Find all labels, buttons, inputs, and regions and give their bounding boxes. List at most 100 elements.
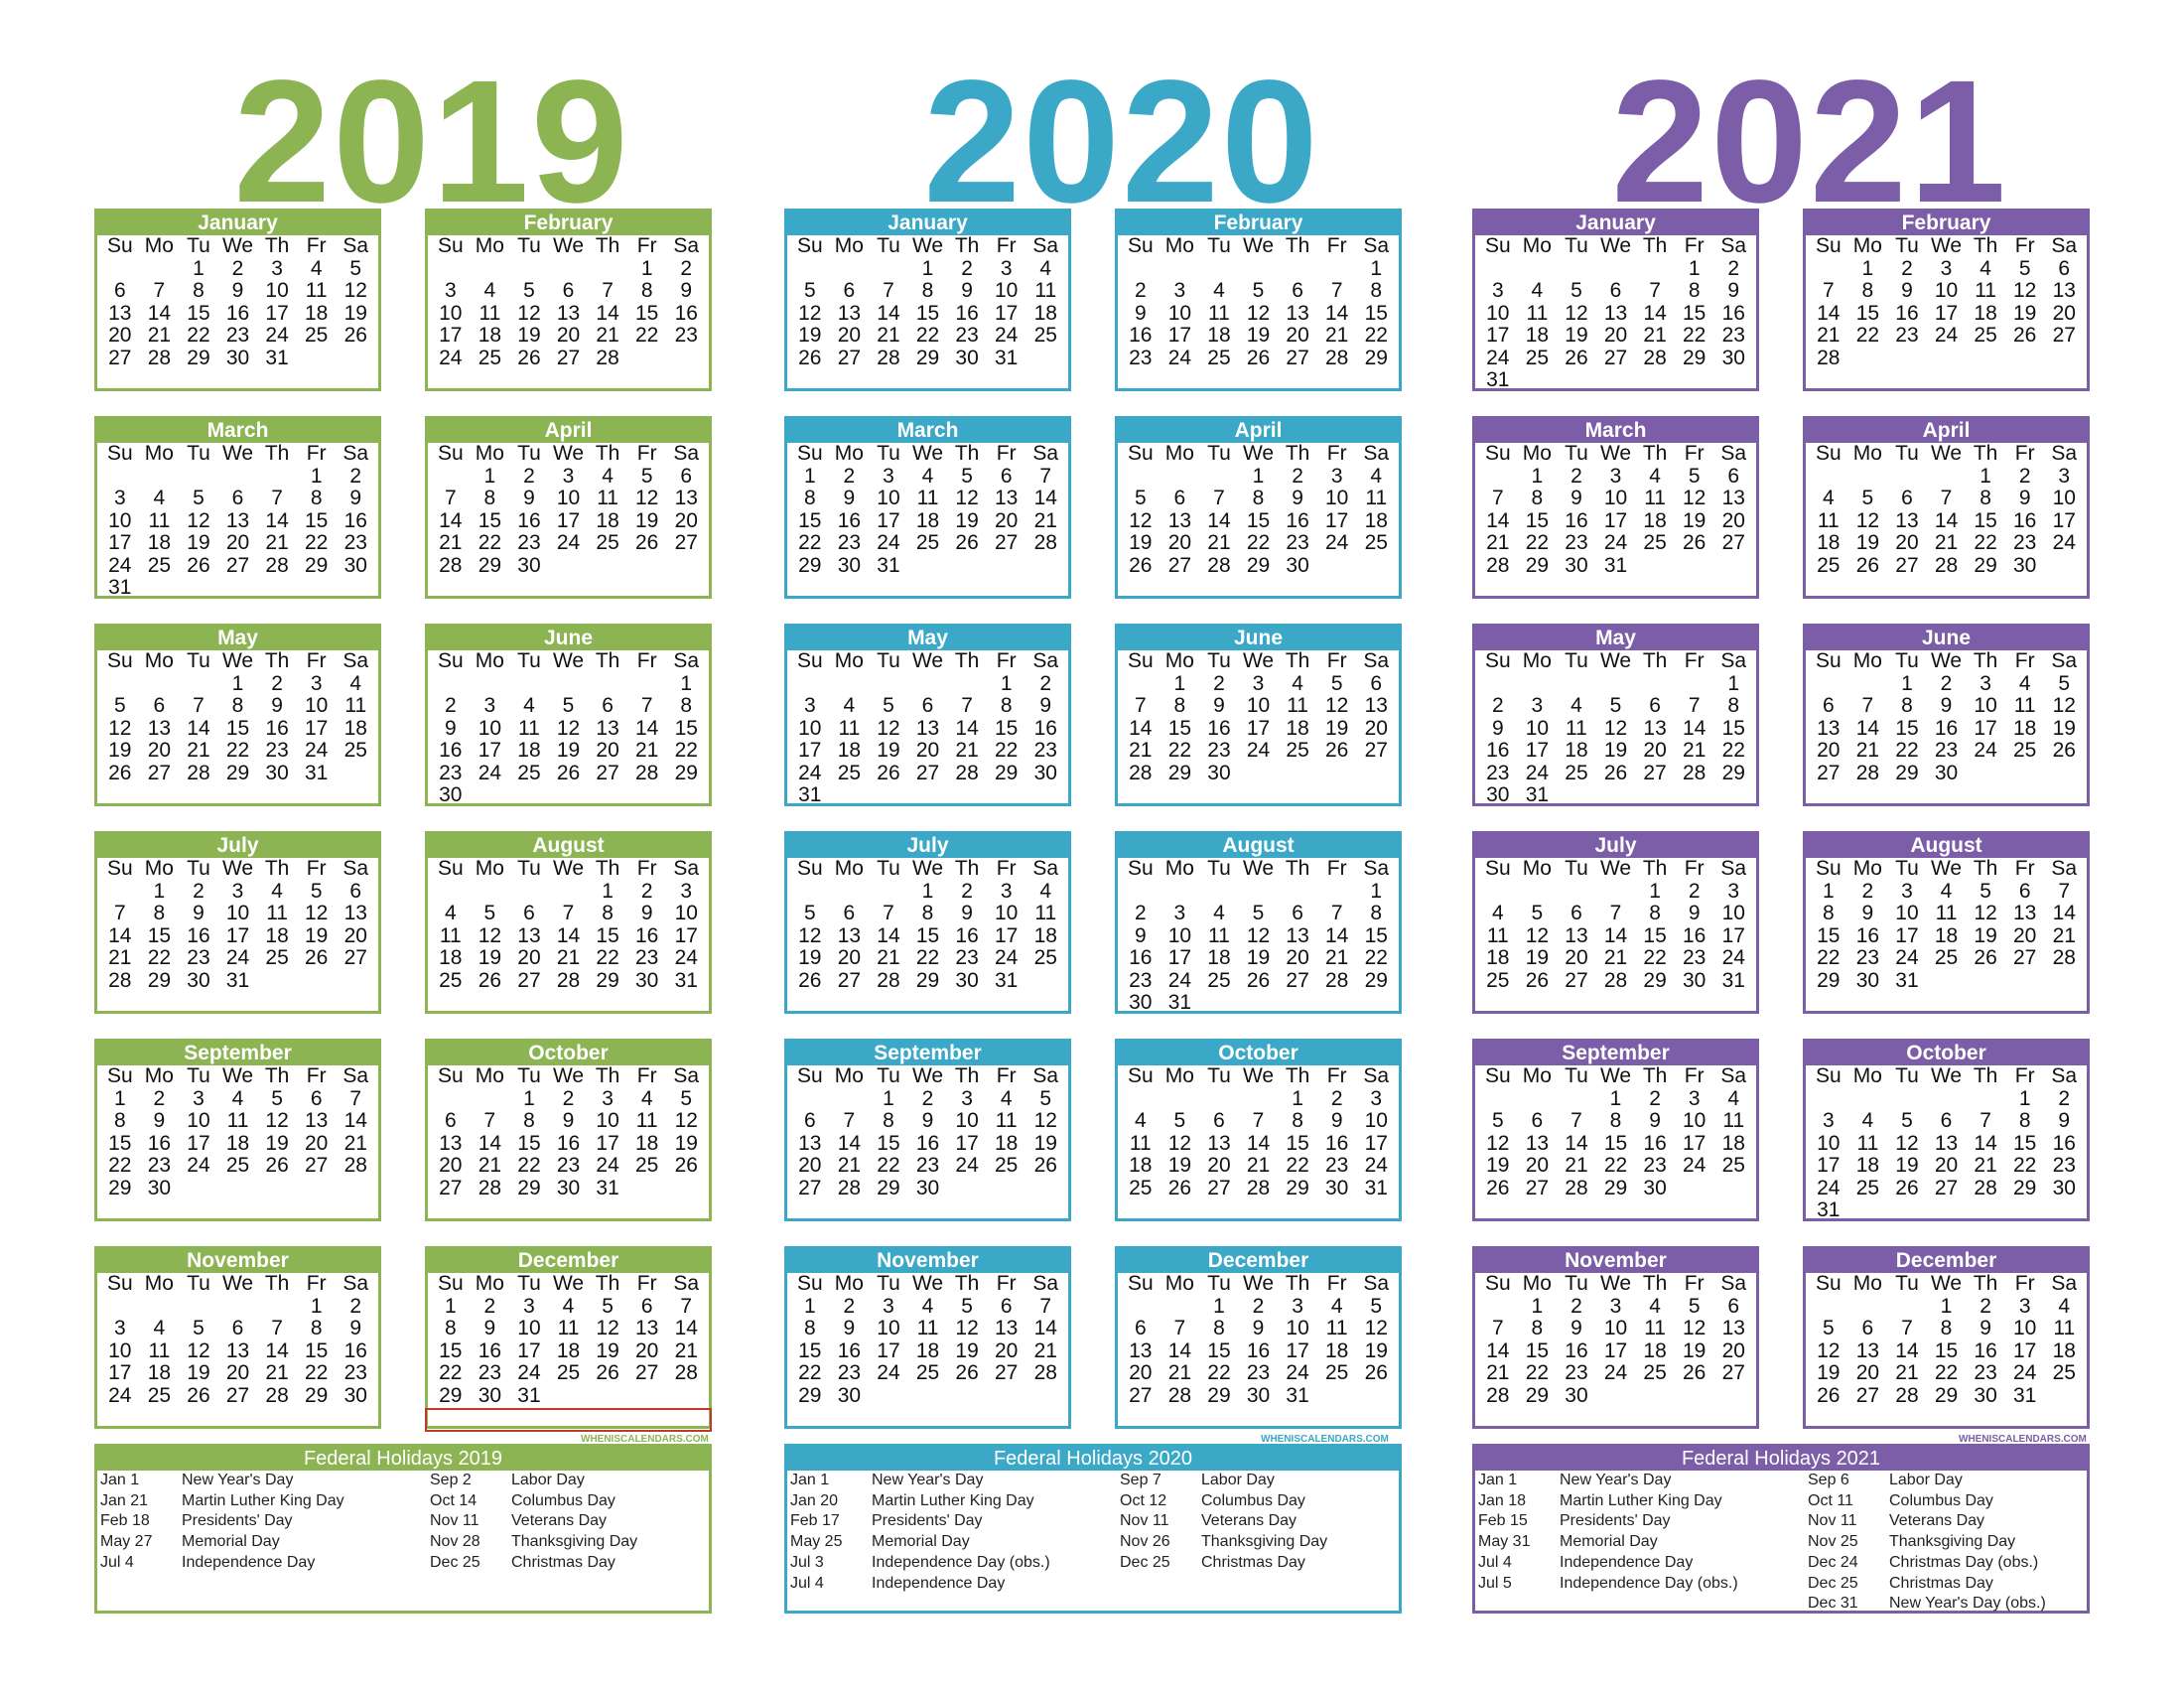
day-cell xyxy=(1518,881,1558,904)
week-row: 23 24 25 26 27 28 29 xyxy=(1475,762,1756,785)
day-cell: 4 xyxy=(1861,1109,1874,1132)
day-cell: 4 xyxy=(1039,256,1052,280)
day-cell: 24 xyxy=(1486,346,1510,369)
day-cell: 22 xyxy=(1683,324,1706,347)
day-cell: 24 xyxy=(1286,1361,1309,1384)
day-cell: 5 xyxy=(1252,902,1265,924)
day-cell xyxy=(869,881,908,904)
day-cell: 22 xyxy=(1525,531,1550,554)
day-cell: 12 xyxy=(478,923,502,947)
day-cell: 17 xyxy=(108,1361,132,1384)
day-cell: 25 xyxy=(2013,739,2037,762)
day-cell: 23 xyxy=(1246,1361,1271,1384)
day-cell: 6 xyxy=(349,879,362,903)
day-cell: 25 xyxy=(2052,1361,2076,1384)
day-cell xyxy=(431,466,471,489)
week-row: 8 9 10 11 12 13 14 xyxy=(787,487,1068,510)
day-cell: 20 xyxy=(1286,946,1309,969)
day-cell: 3 xyxy=(1979,671,1991,695)
day-cell xyxy=(471,881,510,904)
day-cell: 22 xyxy=(1525,1361,1550,1384)
weekday-label: Tu xyxy=(187,1272,210,1295)
day-cell: 30 xyxy=(225,346,250,369)
day-cell xyxy=(1635,784,1675,807)
day-cell: 20 xyxy=(1721,1338,1745,1362)
day-cell: 27 xyxy=(915,761,940,784)
day-cell: 30 xyxy=(1246,1383,1271,1407)
holiday-name: Thanksgiving Day xyxy=(1889,1533,2016,1551)
day-cell xyxy=(1557,258,1596,281)
day-cell: 2 xyxy=(1861,879,1874,903)
day-cell xyxy=(2005,1199,2045,1222)
month-april: April Su Mo Tu We Th Fr Sa 1 2 3 4 5 6 7 8 9 10 11 12 13 14 15… xyxy=(425,416,712,599)
day-cell: 3 xyxy=(1370,1086,1383,1110)
day-cell: 20 xyxy=(1286,324,1309,347)
day-cell: 24 xyxy=(2013,1361,2037,1384)
day-cell xyxy=(1160,258,1200,281)
day-cell: 28 xyxy=(1325,346,1349,369)
month-may: May Su Mo Tu We Th Fr Sa 1 2 3 4 5 6 7 8 9 10 11 12 13 14 15 16… xyxy=(784,624,1071,806)
day-cell: 18 xyxy=(1033,301,1057,325)
week-row: 8 9 10 11 12 13 14 xyxy=(1806,902,2087,925)
weekday-header: Su Mo Tu We Th Fr Sa xyxy=(1118,234,1399,258)
weekday-label: Su xyxy=(1127,1272,1154,1295)
day-cell: 24 xyxy=(1167,968,1192,992)
day-cell: 27 xyxy=(1934,1176,1959,1199)
day-cell: 5 xyxy=(1979,879,1991,903)
day-cell: 25 xyxy=(343,739,367,762)
day-cell: 17 xyxy=(955,1131,979,1155)
day-cell: 4 xyxy=(1370,464,1383,488)
weekday-label: Su xyxy=(1127,1064,1154,1087)
weekday-label: Sa xyxy=(673,1272,700,1295)
day-cell: 15 xyxy=(1643,923,1667,947)
day-cell: 22 xyxy=(1934,1361,1959,1384)
week-row: 7 8 9 10 11 12 13 xyxy=(1806,279,2087,303)
month-name: October xyxy=(1118,1042,1399,1065)
day-cell: 9 xyxy=(349,487,362,509)
day-cell: 16 xyxy=(343,508,367,532)
day-cell: 15 xyxy=(1974,508,1997,532)
day-cell: 22 xyxy=(915,324,940,347)
day-cell: 12 xyxy=(955,487,979,509)
day-cell: 12 xyxy=(596,1317,619,1339)
weekday-label: Tu xyxy=(517,1272,541,1295)
week-row: 24 25 26 27 28 xyxy=(428,347,709,370)
day-cell: 4 xyxy=(153,487,166,509)
day-cell xyxy=(1121,1088,1160,1111)
day-cell xyxy=(2044,970,2084,993)
day-cell xyxy=(830,784,870,807)
day-cell: 1 xyxy=(483,464,496,488)
day-cell: 1 xyxy=(680,671,693,695)
day-cell xyxy=(336,1178,375,1200)
day-cell xyxy=(2005,348,2045,370)
day-cell: 16 xyxy=(1683,923,1706,947)
day-cell: 10 xyxy=(1525,716,1550,740)
day-cell: 5 xyxy=(961,464,973,488)
day-cell xyxy=(1809,673,1848,696)
day-cell: 9 xyxy=(153,1109,166,1132)
week-row: 10 11 12 13 14 15 16 xyxy=(1475,302,1756,326)
weekday-header: Su Mo Tu We Th Fr Sa xyxy=(1118,1064,1399,1088)
weekday-label: We xyxy=(1930,442,1963,465)
day-cell: 11 xyxy=(1129,1131,1152,1155)
week-row: 30 xyxy=(428,783,709,807)
week-row: 27 28 29 30 31 xyxy=(1118,1383,1399,1408)
weekday-label: Fr xyxy=(636,857,657,880)
weekday-header: Su Mo Tu We Th Fr Sa xyxy=(1475,857,1756,881)
holiday-date: Jan 1 xyxy=(790,1472,830,1488)
day-cell: 9 xyxy=(349,1317,362,1339)
day-cell: 17 xyxy=(995,301,1019,325)
weekday-label: Sa xyxy=(1363,649,1390,672)
day-cell xyxy=(1596,784,1636,807)
day-cell: 14 xyxy=(1033,487,1057,509)
day-cell xyxy=(588,784,627,807)
day-cell: 25 xyxy=(225,1154,250,1177)
week-row: 19 20 21 22 23 24 25 xyxy=(1475,1154,1756,1178)
day-cell xyxy=(790,881,830,904)
day-cell xyxy=(830,673,870,696)
weekday-label: Tu xyxy=(877,1272,900,1295)
day-cell: 26 xyxy=(674,1154,698,1177)
day-cell: 13 xyxy=(837,301,862,325)
